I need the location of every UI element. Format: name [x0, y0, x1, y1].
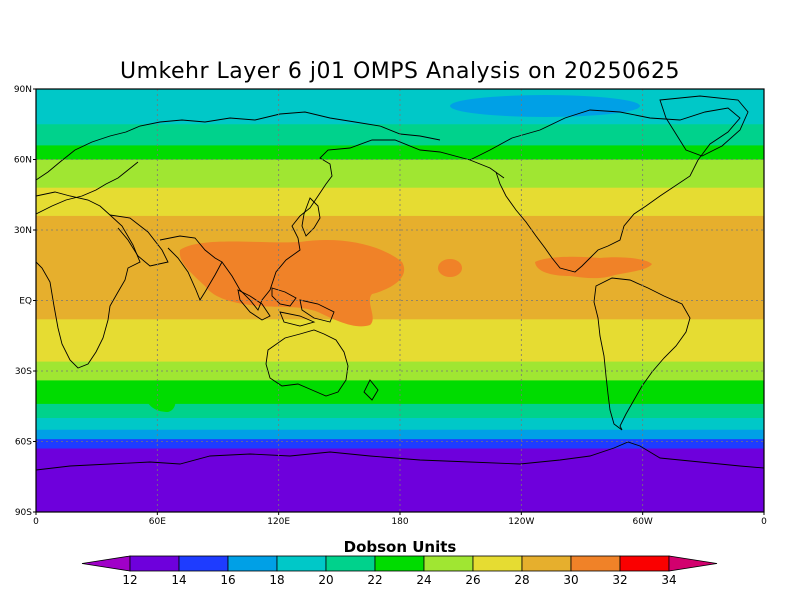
longitude-labels: 0 60E 120E 180 120W 60W 0 [33, 512, 767, 527]
west-pacific-maximum-blob [179, 240, 405, 327]
contour-band-2 [36, 145, 764, 160]
map-title: Umkehr Layer 6 j01 OMPS Analysis on 2025… [120, 59, 680, 84]
colorbar-swatch [472, 555, 523, 572]
latitude-label: EQ [19, 297, 32, 307]
coastline-greenland [659, 95, 749, 157]
coastline-europe [36, 161, 139, 215]
coastlines [36, 95, 764, 471]
colorbar-label: 16 [220, 573, 235, 587]
longitude-label: 120E [267, 517, 290, 527]
colorbar-swatch [178, 555, 229, 572]
contour-band-9 [36, 403, 764, 419]
coastline-north-america [469, 107, 741, 273]
south-atlantic-bulge [40, 338, 260, 361]
latitude-labels: 90N 60N 30N EQ 30S 60S 90S [14, 85, 36, 518]
colorbar-arrow-low [81, 555, 131, 572]
longitude-label: 180 [391, 517, 408, 527]
colorbar-swatch [325, 555, 376, 572]
longitude-label: 60W [632, 517, 652, 527]
colorbar-swatch [619, 555, 670, 572]
colorbar-label: 28 [514, 573, 529, 587]
map-plot-area: 90N 60N 30N EQ 30S 60S 90S 0 60E 120E 180 120W 60W 0 [14, 85, 767, 527]
coastline-antarctica [36, 441, 764, 471]
central-pacific-maximum-blob [438, 259, 462, 277]
coastline-africa [36, 191, 141, 369]
colorbar-label: 14 [171, 573, 186, 587]
latitude-label: 60S [15, 438, 32, 448]
latitude-label: 60N [14, 156, 32, 166]
colorbar-swatch [423, 555, 474, 572]
coastline-australia [265, 329, 349, 397]
arctic-minimum-blob [450, 95, 640, 117]
colorbar-label: 20 [318, 573, 333, 587]
colorbar-arrow-high [668, 555, 718, 572]
longitude-label: 0 [761, 517, 767, 527]
contour-band-7 [36, 361, 764, 381]
contour-band-4 [36, 187, 764, 217]
longitude-label: 60E [149, 517, 166, 527]
colorbar-swatches [81, 555, 718, 572]
contour-features [40, 95, 652, 412]
colorbar-label: 12 [122, 573, 137, 587]
colorbar-swatch [227, 555, 278, 572]
colorbar-label: 34 [661, 573, 676, 587]
colorbar-label: 30 [563, 573, 578, 587]
coastline-india [159, 235, 223, 301]
colorbar-label: 24 [416, 573, 431, 587]
southern-ocean-green-bulge [145, 385, 176, 412]
colorbar-swatch [276, 555, 327, 572]
coastline-new-zealand [363, 379, 379, 401]
colorbar-label: 32 [612, 573, 627, 587]
coastline-northern-eurasia [36, 111, 441, 181]
colorbar-label: 26 [465, 573, 480, 587]
colorbar-label: 22 [367, 573, 382, 587]
colorbar-title: Dobson Units [344, 538, 457, 556]
colorbar-label: 18 [269, 573, 284, 587]
coastline-arabia [109, 214, 169, 267]
colorbar: Dobson Units 12 14 16 18 20 22 24 26 28 30 32 34 [81, 538, 718, 587]
coastline-south-america [593, 277, 691, 431]
coastline-maritime-continent [237, 287, 335, 327]
graticule [36, 89, 764, 512]
latitude-label: 30N [14, 226, 32, 236]
colorbar-swatch [521, 555, 572, 572]
colorbar-swatch [129, 555, 180, 572]
latitude-label: 90S [15, 508, 32, 518]
longitude-label: 120W [508, 517, 534, 527]
longitude-label: 0 [33, 517, 39, 527]
contour-band-3 [36, 159, 764, 189]
latitude-label: 90N [14, 85, 32, 95]
colorbar-labels: 12 14 16 18 20 22 24 26 28 30 32 34 [122, 573, 676, 587]
latitude-label: 30S [15, 367, 32, 377]
coastline-japan [301, 197, 321, 237]
colorbar-swatch [570, 555, 621, 572]
colorbar-swatch [374, 555, 425, 572]
caribbean-maximum-blob [535, 256, 652, 279]
